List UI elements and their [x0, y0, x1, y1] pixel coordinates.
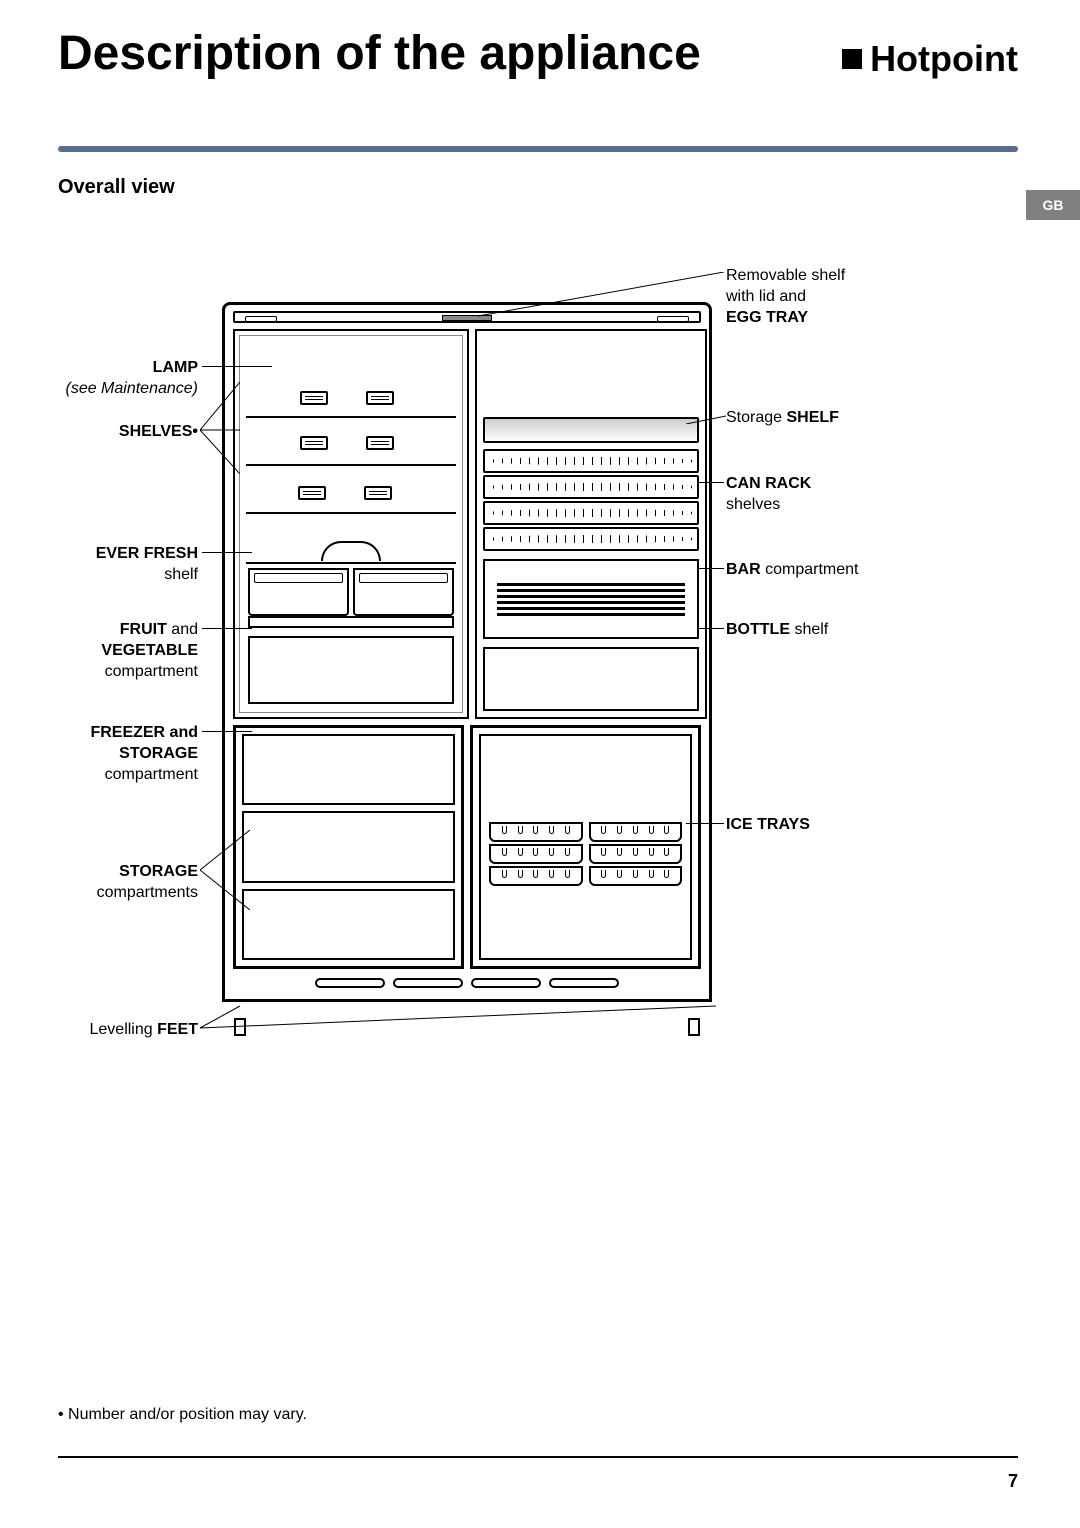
freezer-right [470, 725, 701, 969]
vents-row-1 [300, 391, 394, 405]
label-storage: STORAGE compartments [48, 862, 198, 904]
label-fruit-veg: FRUIT and VEGETABLE compartment [48, 620, 198, 682]
page-number: 7 [1008, 1471, 1018, 1492]
fridge-compartment [233, 329, 469, 719]
leader-storage-shelf [686, 406, 726, 424]
shelf-1 [246, 416, 456, 418]
vents-row-3 [298, 486, 392, 500]
leader-feet [200, 988, 730, 1030]
storage-shelf [483, 417, 699, 443]
label-bar: BAR compartment [726, 560, 926, 581]
ever-fresh-drawers [248, 568, 454, 616]
freezer-right-inner [479, 734, 692, 960]
shelf-4 [246, 562, 456, 564]
freezer-left [233, 725, 464, 969]
ever-fresh-base [248, 616, 454, 628]
label-egg-tray: Removable shelf with lid and EGG TRAY [726, 266, 926, 328]
title-divider [58, 146, 1018, 152]
shelf-2 [246, 464, 456, 466]
label-feet: Levelling FEET [48, 1020, 198, 1041]
freezer-section [233, 725, 701, 969]
footer-divider [58, 1456, 1018, 1458]
vents-row-2 [300, 436, 394, 450]
language-tab: GB [1026, 190, 1080, 220]
footnote: • Number and/or position may vary. [58, 1406, 307, 1424]
diagram: LAMP (see Maintenance) SHELVES• EVER FRE… [58, 260, 1018, 1070]
label-bottle: BOTTLE shelf [726, 620, 926, 641]
thermostat-knob [321, 541, 381, 561]
brand-text: Hotpoint [870, 38, 1018, 80]
label-storage-shelf: Storage SHELF [726, 408, 926, 429]
fridge-inner [239, 335, 463, 713]
fruit-veg-compartment [248, 636, 454, 704]
brand-logo: Hotpoint [842, 38, 1018, 80]
appliance-illustration [222, 302, 712, 1020]
door-panel [475, 329, 707, 719]
leader-storage [200, 830, 250, 910]
can-rack [483, 449, 699, 549]
appliance-body [222, 302, 712, 1002]
section-title: Overall view [58, 176, 175, 199]
leader-egg-tray [478, 272, 724, 322]
bar-compartment [483, 559, 699, 639]
label-ever-fresh: EVER FRESH shelf [48, 544, 198, 586]
label-ice-trays: ICE TRAYS [726, 815, 926, 836]
bottle-shelf [483, 647, 699, 711]
label-can-rack: CAN RACK shelves [726, 474, 926, 516]
leader-shelves [200, 382, 240, 474]
shelf-3 [246, 512, 456, 514]
label-freezer: FREEZER and STORAGE compartment [48, 723, 198, 785]
ice-trays [489, 822, 682, 886]
label-lamp: LAMP (see Maintenance) [48, 358, 198, 400]
brand-icon [842, 49, 862, 69]
label-shelves: SHELVES• [48, 422, 198, 443]
page-title: Description of the appliance [58, 28, 701, 81]
